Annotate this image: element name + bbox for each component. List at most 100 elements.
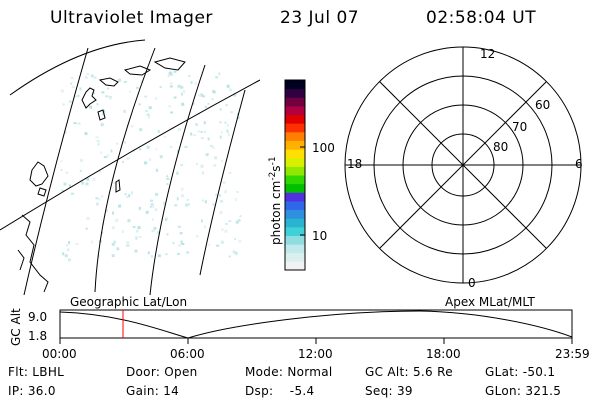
speckle [116, 142, 119, 145]
speckle [219, 108, 222, 111]
speckle [202, 171, 205, 175]
speckle [225, 104, 228, 107]
speckle [166, 183, 169, 186]
speckle [107, 87, 109, 90]
speckle [135, 236, 138, 240]
info-gain: Gain: 14 [126, 384, 180, 398]
coastline [21, 214, 49, 293]
speckle [219, 135, 222, 139]
speckle [154, 97, 157, 101]
color-bar-frame [284, 79, 306, 271]
speckle [97, 170, 101, 173]
speckle [79, 87, 82, 91]
mlt-label-12: 12 [480, 47, 496, 61]
speckle [180, 85, 184, 89]
speckle [215, 76, 219, 79]
speckle [132, 226, 136, 228]
speckle [150, 199, 153, 202]
latitude-line [0, 79, 260, 231]
speckle [65, 171, 68, 174]
speckle [130, 191, 133, 195]
altitude-ytick: 1.8 [28, 329, 48, 343]
color-bar-band [285, 252, 305, 262]
speckle [113, 182, 117, 185]
speckle [221, 160, 223, 163]
speckle [186, 251, 190, 254]
altitude-xtick: 23:59 [555, 347, 590, 361]
speckle [155, 192, 159, 196]
speckle [166, 178, 170, 180]
speckle [146, 145, 150, 149]
speckle [148, 115, 150, 119]
speckle [226, 129, 229, 133]
speckle [150, 254, 153, 258]
info-ip: IP: 36.0 [8, 384, 56, 398]
mlat-label-80: 80 [493, 140, 509, 154]
speckle [153, 226, 157, 230]
color-bar-band [285, 209, 305, 219]
mlt-label-6: 6 [575, 157, 583, 171]
longitude-line [94, 47, 156, 293]
speckle [105, 95, 109, 98]
color-bar-band [285, 166, 305, 176]
speckle [200, 131, 203, 133]
speckle [219, 194, 221, 197]
longitude-line [149, 64, 206, 295]
coastline [123, 65, 152, 76]
speckle [75, 243, 79, 245]
speckle [112, 211, 115, 215]
speckle [129, 90, 132, 93]
speckle [176, 171, 179, 175]
mlat-label-70: 70 [512, 120, 528, 134]
speckle [97, 143, 100, 146]
color-bar-band [285, 244, 305, 254]
speckle [60, 168, 63, 171]
speckle [169, 85, 173, 88]
speckle [92, 177, 96, 181]
speckle [96, 103, 99, 106]
speckle [187, 203, 190, 206]
speckle [204, 130, 206, 133]
speckle [149, 205, 152, 208]
speckle [181, 187, 184, 191]
speckle [200, 137, 204, 140]
speckle [145, 210, 149, 214]
speckle [201, 199, 204, 202]
speckle [166, 175, 169, 178]
speckle [77, 94, 80, 97]
speckle [167, 74, 170, 77]
speckle [224, 190, 227, 194]
speckle [130, 125, 134, 128]
color-bar-band [285, 88, 305, 98]
geographic-map [0, 39, 260, 295]
speckle [137, 226, 141, 230]
color-bar-band [285, 157, 305, 167]
speckle [168, 105, 172, 108]
speckle [185, 203, 188, 207]
speckle [156, 231, 160, 235]
colorbar-tick-label: 10 [312, 229, 328, 243]
speckle [98, 198, 101, 201]
speckle [63, 182, 67, 186]
speckle [228, 171, 232, 174]
speckle [200, 93, 203, 97]
speckle [100, 151, 103, 154]
speckle [188, 74, 191, 77]
speckle [152, 205, 155, 209]
speckle [73, 122, 77, 125]
speckle [216, 244, 220, 247]
speckle [85, 227, 88, 230]
speckle [181, 243, 185, 245]
color-bar-band [285, 149, 305, 159]
speckle [85, 182, 89, 186]
speckle [208, 243, 211, 246]
speckle [139, 128, 143, 132]
speckle [61, 189, 65, 192]
speckle [123, 109, 127, 113]
speckle [111, 242, 115, 246]
speckle [211, 146, 215, 149]
speckle [234, 238, 236, 240]
speckle [123, 81, 127, 83]
